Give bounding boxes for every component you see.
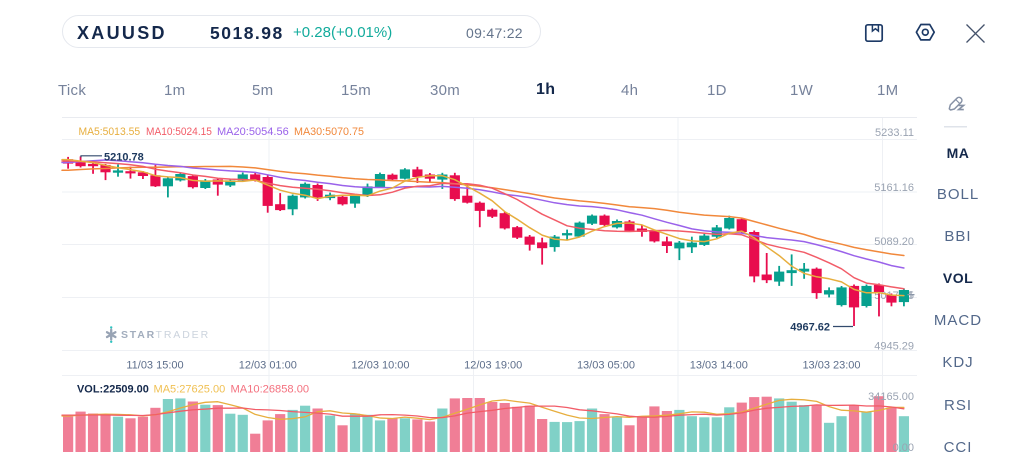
svg-text:STAR: STAR (121, 329, 156, 341)
svg-text:12/03 10:00: 12/03 10:00 (351, 360, 409, 372)
svg-text:4945.29: 4945.29 (874, 341, 914, 353)
svg-text:MA10:26858.00: MA10:26858.00 (231, 384, 310, 396)
svg-text:TRADER: TRADER (156, 329, 211, 341)
svg-text:12/03 01:00: 12/03 01:00 (239, 360, 297, 372)
svg-text:MA5:5013.55: MA5:5013.55 (79, 126, 141, 138)
svg-text:5210.78: 5210.78 (104, 152, 144, 164)
svg-text:0.00: 0.00 (893, 442, 914, 454)
svg-text:13/03 05:00: 13/03 05:00 (577, 360, 635, 372)
svg-text:5089.20: 5089.20 (874, 236, 914, 248)
svg-text:11/03 15:00: 11/03 15:00 (126, 360, 183, 372)
svg-text:5161.16: 5161.16 (874, 182, 914, 194)
svg-text:4967.62: 4967.62 (790, 322, 830, 334)
svg-text:MA30:5070.75: MA30:5070.75 (294, 126, 364, 138)
svg-text:MA10:5024.15: MA10:5024.15 (146, 126, 212, 138)
svg-text:5233.11: 5233.11 (875, 127, 914, 139)
svg-text:VOL:22509.00: VOL:22509.00 (77, 384, 149, 396)
svg-text:13/03 14:00: 13/03 14:00 (690, 360, 748, 372)
svg-text:MA5:27625.00: MA5:27625.00 (154, 384, 226, 396)
svg-text:13/03 23:00: 13/03 23:00 (802, 360, 860, 372)
svg-text:12/03 19:00: 12/03 19:00 (464, 360, 522, 372)
svg-text:34165.00: 34165.00 (868, 391, 914, 403)
svg-text:MA20:5054.56: MA20:5054.56 (217, 126, 289, 138)
